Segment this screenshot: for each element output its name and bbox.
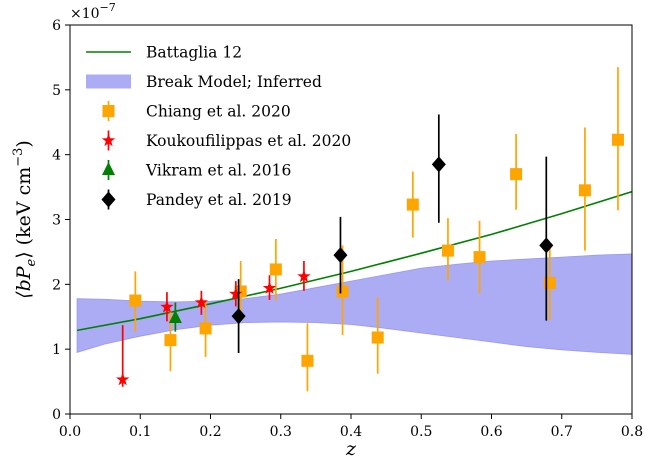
y-tick-label-2: 2 (52, 277, 61, 293)
point-chiang-et-al-2020-14 (611, 133, 624, 146)
legend-marker-vikram-et-al-2016 (102, 162, 115, 175)
x-tick-label-5: 0.5 (410, 424, 432, 440)
x-tick-label-4: 0.4 (340, 424, 362, 440)
legend-item-battaglia-12: Battaglia 12 (86, 44, 242, 62)
legend-marker-pandey-et-al-2019 (101, 191, 116, 208)
point-chiang-et-al-2020-2 (199, 322, 212, 335)
legend-label-vikram-et-al-2016: Vikram et al. 2016 (145, 162, 291, 180)
point-pandey-et-al-2019-1 (333, 247, 348, 264)
band-break-model (76, 253, 632, 355)
x-tick-label-7: 0.7 (551, 424, 573, 440)
plot-area (76, 67, 632, 392)
point-chiang-et-al-2020-10 (473, 251, 486, 264)
x-tick-label-1: 0.1 (129, 424, 151, 440)
point-chiang-et-al-2020-7 (371, 331, 384, 344)
legend-item-vikram-et-al-2016: Vikram et al. 2016 (102, 160, 291, 180)
point-chiang-et-al-2020-8 (406, 198, 419, 211)
series-vikram-et-al-2016 (168, 302, 182, 332)
x-tick-label-3: 0.3 (270, 424, 292, 440)
x-axis-label: z (345, 438, 357, 460)
y-tick-label-4: 4 (52, 148, 61, 164)
point-chiang-et-al-2020-4 (269, 263, 282, 276)
x-tick-label-2: 0.2 (199, 424, 221, 440)
point-chiang-et-al-2020-13 (578, 184, 591, 197)
point-koukoufilippas-et-al-2020-0 (116, 372, 130, 386)
y-axis-label: ⟨bPe⟩ (keV cm−3) (11, 140, 39, 299)
axes: 0.0 0.1 0.2 0.3 0.4 0.5 0.6 0.7 0.8 0 1 2 3 4 5 6 ×10−7 z… (11, 1, 643, 460)
legend-label-battaglia-12: Battaglia 12 (146, 44, 242, 62)
legend-label-koukoufilippas-et-al-2020: Koukoufilippas et al. 2020 (146, 132, 351, 150)
point-koukoufilippas-et-al-2020-1 (160, 300, 174, 313)
legend-marker-koukoufilippas-et-al-2020 (101, 133, 116, 147)
legend-label-break-model-inferred: Break Model; Inferred (146, 73, 322, 91)
y-offset-label: ×10−7 (70, 1, 116, 22)
point-chiang-et-al-2020-0 (129, 294, 142, 307)
point-vikram-et-al-2016-0 (168, 310, 182, 324)
legend-label-chiang-et-al-2020: Chiang et al. 2020 (146, 103, 291, 121)
point-koukoufilippas-et-al-2020-3 (229, 287, 243, 300)
legend-item-chiang-et-al-2020: Chiang et al. 2020 (102, 101, 291, 121)
x-tick-label-6: 0.6 (480, 424, 502, 440)
line-battaglia-12 (76, 190, 632, 332)
x-tick-label-0: 0.0 (59, 424, 81, 440)
point-chiang-et-al-2020-6 (336, 285, 349, 298)
point-chiang-et-al-2020-5 (301, 354, 314, 367)
legend-marker-chiang-et-al-2020 (102, 105, 115, 117)
point-chiang-et-al-2020-11 (510, 168, 523, 181)
y-tick-label-5: 5 (52, 83, 61, 99)
series-koukoufilippas-et-al-2020 (116, 260, 311, 387)
y-tick-label-6: 6 (52, 18, 61, 34)
y-tick-label-3: 3 (52, 213, 61, 229)
y-tick-label-0: 0 (52, 407, 61, 423)
series-chiang-et-al-2020 (129, 67, 624, 392)
legend-item-break-model-inferred: Break Model; Inferred (86, 73, 322, 91)
point-koukoufilippas-et-al-2020-2 (194, 295, 209, 309)
point-chiang-et-al-2020-1 (164, 334, 177, 347)
y-tick-label-1: 1 (52, 342, 61, 358)
point-koukoufilippas-et-al-2020-4 (262, 281, 277, 294)
x-tick-label-8: 0.8 (621, 424, 643, 440)
legend: Battaglia 12 Break Model; Inferred Chiang … (86, 44, 351, 210)
point-koukoufilippas-et-al-2020-5 (297, 269, 311, 283)
point-pandey-et-al-2019-0 (231, 308, 246, 325)
legend-item-koukoufilippas-et-al-2020: Koukoufilippas et al. 2020 (101, 130, 351, 151)
point-pandey-et-al-2019-3 (539, 237, 554, 254)
legend-swatch-break-model-inferred (86, 74, 131, 89)
point-chiang-et-al-2020-9 (441, 244, 454, 257)
legend-item-pandey-et-al-2019: Pandey et al. 2019 (101, 189, 292, 210)
series-pandey-et-al-2019 (231, 114, 554, 354)
legend-label-pandey-et-al-2019: Pandey et al. 2019 (146, 191, 292, 209)
point-pandey-et-al-2019-2 (431, 156, 446, 173)
